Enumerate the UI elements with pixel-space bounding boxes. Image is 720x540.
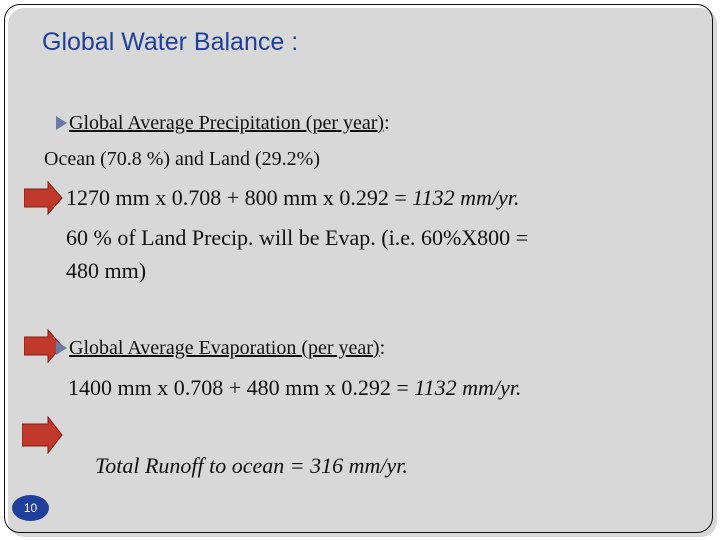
triangle-bullet-icon [56, 341, 67, 355]
precipitation-calculation: 1270 mm x 0.708 + 800 mm x 0.292 = 1132 … [66, 185, 519, 211]
evaporation-heading: Global Average Evaporation (per year): [56, 337, 385, 360]
evaporation-calc-text: 1400 mm x 0.708 + 480 mm x 0.292 = [68, 375, 415, 400]
slide-title: Global Water Balance : [42, 28, 299, 56]
right-arrow-icon [24, 328, 63, 364]
right-arrow-icon [22, 416, 63, 454]
precipitation-calc-text: 1270 mm x 0.708 + 800 mm x 0.292 = [66, 185, 413, 210]
evaporation-heading-colon: : [379, 337, 386, 359]
right-arrow-icon [24, 180, 63, 216]
precipitation-heading: Global Average Precipitation (per year): [56, 112, 390, 135]
ocean-land-split: Ocean (70.8 %) and Land (29.2%) [44, 148, 321, 170]
slide-frame [4, 4, 713, 533]
evaporation-result: 1132 mm/yr. [414, 375, 522, 400]
evaporation-note-line1: 60 % of Land Precip. will be Evap. (i.e.… [66, 225, 529, 250]
triangle-bullet-icon [56, 116, 67, 130]
evaporation-heading-text: Global Average Evaporation (per year) [69, 337, 380, 359]
precipitation-heading-text: Global Average Precipitation (per year) [69, 112, 385, 134]
evaporation-note-line2: 480 mm) [66, 258, 147, 283]
page-number-badge: 10 [12, 495, 49, 521]
precipitation-result: 1132 mm/yr. [412, 185, 520, 210]
total-runoff: Total Runoff to ocean = 316 mm/yr. [95, 453, 408, 478]
precipitation-heading-colon: : [384, 112, 390, 134]
evaporation-calculation: 1400 mm x 0.708 + 480 mm x 0.292 = 1132 … [68, 375, 521, 401]
